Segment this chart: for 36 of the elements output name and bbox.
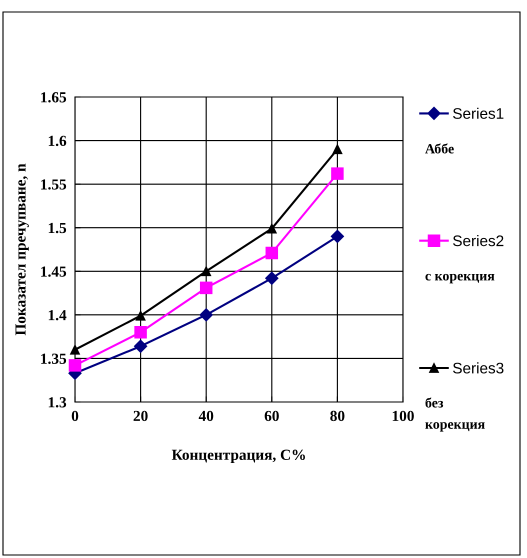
point <box>266 224 277 234</box>
text: без корекция <box>425 398 485 432</box>
y-tick-label: 1.4 <box>48 310 66 320</box>
y-tick-label: 1.5 <box>48 222 66 234</box>
point <box>70 344 80 355</box>
point <box>266 246 278 260</box>
text: с корекция <box>425 274 494 284</box>
text: Аббе <box>425 143 454 154</box>
x-tick-label: 20 <box>134 410 148 422</box>
point <box>134 340 148 353</box>
point <box>200 308 213 322</box>
legend-label: Series3 <box>453 362 504 374</box>
x-tick-label: 100 <box>392 410 414 422</box>
x-tick-label: 0 <box>72 410 78 422</box>
y-tick-label: 1.45 <box>41 266 66 277</box>
point <box>330 230 344 244</box>
y-tick-label: 1.3 <box>48 397 66 408</box>
point <box>201 266 212 276</box>
legend-label: Series1 <box>453 108 504 119</box>
y-tick-label: 1.65 <box>41 92 66 103</box>
point <box>265 272 278 285</box>
point <box>200 282 212 294</box>
point <box>136 310 146 321</box>
point <box>68 359 82 372</box>
legend-label: Series2 <box>453 234 504 246</box>
y-tick-label: 1.55 <box>41 179 66 190</box>
x-tick-label: 40 <box>198 410 214 422</box>
y-axis-title: Показател пречупване, n <box>16 164 29 336</box>
point <box>134 326 147 339</box>
point <box>332 144 342 154</box>
y-tick-label: 1.35 <box>41 354 66 364</box>
x-tick-label: 80 <box>330 410 344 422</box>
x-tick-label: 60 <box>264 410 279 422</box>
point <box>331 167 344 180</box>
x-axis-title: Концентрация, С% <box>172 450 305 464</box>
y-tick-label: 1.6 <box>48 136 66 146</box>
